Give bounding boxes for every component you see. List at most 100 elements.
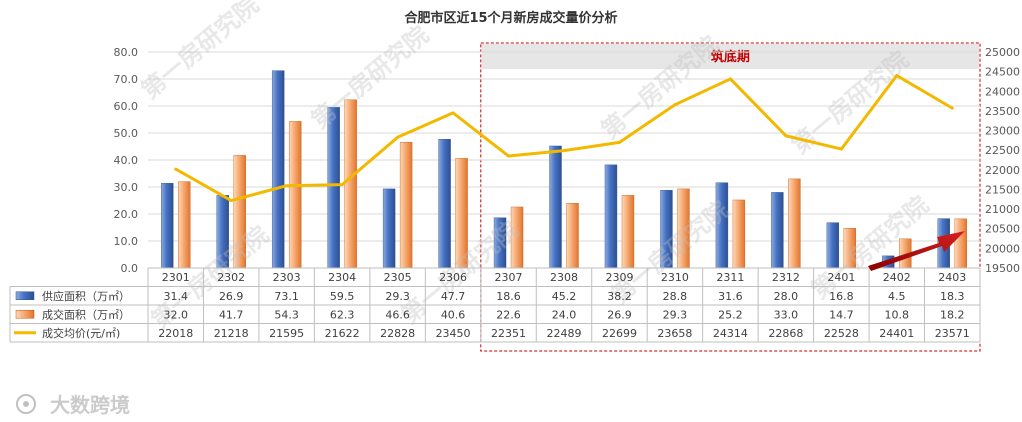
right-tick-label: 19500: [985, 262, 1020, 275]
right-tick-label: 24500: [985, 66, 1020, 79]
logo: 大数跨境: [16, 393, 130, 417]
bottoming-period-label: 筑底期: [711, 49, 750, 65]
right-tick-label: 22000: [985, 164, 1020, 177]
transaction-bar: [178, 181, 191, 269]
category-label: 2301: [162, 271, 190, 284]
category-label: 2402: [883, 271, 911, 284]
table-cell: 26.9: [607, 308, 632, 321]
watermark-text: 第一房研究院: [806, 191, 934, 305]
table-cell: 45.2: [552, 290, 577, 303]
transaction-bar: [788, 178, 801, 269]
table-cell: 24314: [713, 327, 748, 340]
transaction-bar: [399, 141, 413, 269]
right-tick-label: 23000: [985, 125, 1020, 138]
left-tick-label: 10.0: [114, 235, 139, 248]
category-label: 2311: [716, 271, 744, 284]
price-point: [839, 147, 843, 151]
left-tick-label: 30.0: [114, 181, 139, 194]
series-name: 成交均价(元/㎡): [42, 326, 120, 340]
category-label: 2304: [328, 271, 356, 284]
table-cell: 22868: [768, 327, 803, 340]
table-cell: 22351: [491, 327, 526, 340]
price-point: [895, 74, 899, 78]
category-label: 2305: [384, 271, 412, 284]
left-tick-label: 0.0: [121, 262, 139, 275]
transaction-bar: [732, 199, 746, 269]
table-cell: 22018: [158, 327, 193, 340]
table-cell: 22.6: [496, 308, 521, 321]
category-label: 2403: [938, 271, 966, 284]
category-label: 2401: [827, 271, 855, 284]
category-label: 2302: [217, 271, 245, 284]
table-cell: 23571: [935, 327, 970, 340]
trend-arrow: [868, 231, 965, 271]
right-tick-label: 20000: [985, 242, 1020, 255]
table-cell: 28.8: [663, 290, 688, 303]
supply-bar: [382, 188, 396, 269]
table-cell: 18.2: [940, 308, 965, 321]
price-point: [728, 77, 732, 81]
transaction-bar: [288, 121, 302, 269]
table-cell: 23450: [436, 327, 471, 340]
category-label: 2306: [439, 271, 467, 284]
left-tick-label: 70.0: [114, 73, 139, 86]
table-cell: 28.0: [774, 290, 799, 303]
table-cell: 22699: [602, 327, 637, 340]
table-cell: 23658: [657, 327, 692, 340]
logo-icon: [16, 394, 36, 414]
left-tick-label: 80.0: [114, 46, 139, 59]
transaction-bar: [954, 218, 967, 269]
table-cell: 54.3: [274, 308, 299, 321]
table-cell: 22828: [380, 327, 415, 340]
right-axis: 19500 20000 20500 21000 21500 22000 22500 23000…: [985, 46, 1020, 275]
right-tick-label: 23500: [985, 105, 1020, 118]
category-label: 2309: [605, 271, 633, 284]
price-point: [396, 135, 400, 139]
left-tick-label: 40.0: [114, 154, 139, 167]
table-cell: 18.3: [940, 290, 965, 303]
table-cell: 18.6: [496, 290, 521, 303]
category-label: 2308: [550, 271, 578, 284]
table-cell: 4.5: [888, 290, 906, 303]
price-point: [229, 199, 233, 203]
table-cell: 62.3: [330, 308, 355, 321]
supply-bar: [438, 139, 451, 269]
table-cell: 73.1: [274, 290, 299, 303]
transaction-legend-swatch: [15, 310, 35, 319]
table-cell: 41.7: [219, 308, 244, 321]
right-tick-label: 20500: [985, 223, 1020, 236]
price-line-series: [174, 74, 954, 203]
table-cell: 22528: [824, 327, 859, 340]
table-cell: 59.5: [330, 290, 355, 303]
price-point: [340, 183, 344, 187]
table-cell: 24401: [879, 327, 914, 340]
category-label: 2307: [495, 271, 523, 284]
table-cell: 33.0: [774, 308, 799, 321]
series-name: 成交面积（万㎡）: [42, 307, 130, 321]
right-tick-label: 25000: [985, 46, 1020, 59]
supply-bar: [771, 192, 784, 269]
price-point: [285, 184, 289, 188]
right-tick-label: 21000: [985, 203, 1020, 216]
category-label: 2312: [772, 271, 800, 284]
table-cell: 21595: [269, 327, 304, 340]
watermark-text: 第一房研究院: [306, 21, 434, 135]
table-cell: 10.8: [885, 308, 910, 321]
right-tick-label: 24000: [985, 85, 1020, 98]
transaction-bar: [344, 99, 357, 269]
supply-legend-swatch: [15, 291, 35, 300]
table-cell: 31.4: [163, 290, 188, 303]
table-cell: 26.9: [219, 290, 244, 303]
left-tick-label: 50.0: [114, 127, 139, 140]
price-point: [562, 149, 566, 153]
logo-text: 大数跨境: [50, 393, 130, 417]
red-arrow-icon: [868, 231, 965, 271]
table-cell: 16.8: [829, 290, 854, 303]
table-cell: 29.3: [663, 308, 688, 321]
supply-bar: [161, 183, 174, 269]
series-name: 供应面积（万㎡）: [42, 289, 130, 303]
table-cell: 47.7: [441, 290, 466, 303]
table-cell: 25.2: [718, 308, 743, 321]
table-cell: 46.6: [385, 308, 410, 321]
left-axis: 0.0 10.0 20.0 30.0 40.0 50.0 60.0 70.0 80.0: [114, 46, 139, 275]
